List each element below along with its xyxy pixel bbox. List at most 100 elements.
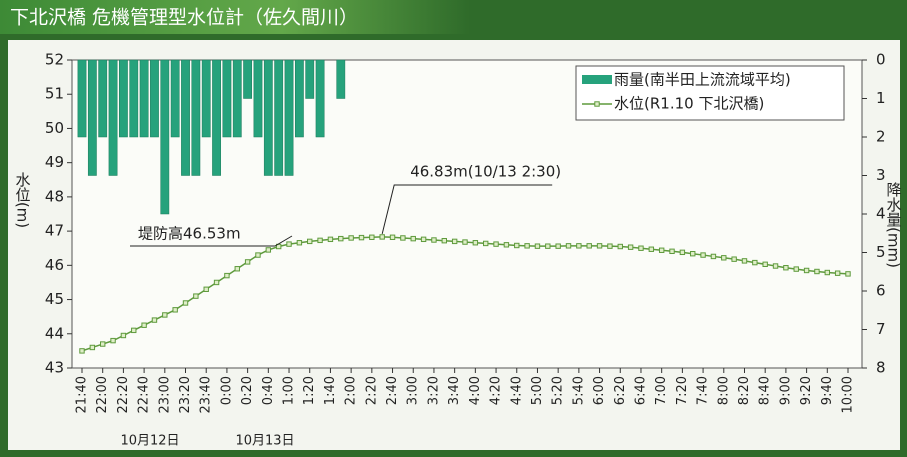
rain-bar bbox=[119, 59, 128, 138]
water-level-marker bbox=[172, 307, 178, 313]
rain-bar bbox=[315, 59, 325, 138]
annotation: 堤防高46.53m bbox=[138, 225, 241, 243]
x-tick-label: 1:40 bbox=[323, 376, 338, 405]
y2-tick-label: 4 bbox=[876, 205, 886, 223]
water-level-marker bbox=[348, 235, 354, 241]
water-level-marker bbox=[338, 235, 344, 242]
x-tick-label: 7:00 bbox=[654, 376, 669, 405]
water-level-marker bbox=[472, 240, 479, 246]
x-tick-label: 6:40 bbox=[633, 376, 648, 405]
water-level-marker bbox=[565, 243, 572, 249]
x-tick-label: 0:40 bbox=[261, 376, 276, 405]
y-tick-label: 44 bbox=[45, 324, 64, 342]
water-level-marker bbox=[369, 234, 375, 240]
x-tick-label: 5:40 bbox=[571, 376, 586, 405]
rain-bar bbox=[201, 59, 211, 138]
annotation-leader bbox=[130, 235, 293, 247]
date-label: 10月12日 bbox=[120, 434, 179, 449]
water-level-marker bbox=[638, 245, 644, 251]
water-level-marker bbox=[545, 243, 551, 249]
water-level-marker bbox=[845, 271, 851, 277]
x-tick-label: 8:00 bbox=[716, 376, 731, 405]
y-axis-label: 水位(m) bbox=[14, 172, 32, 228]
rain-bar bbox=[87, 59, 97, 176]
water-level-marker bbox=[721, 255, 727, 261]
rain-bar bbox=[305, 59, 315, 99]
x-tick-label: 5:00 bbox=[530, 376, 545, 405]
x-tick-label: 9:20 bbox=[799, 376, 814, 405]
water-level-marker bbox=[162, 312, 168, 318]
y-tick-label: 45 bbox=[45, 290, 64, 308]
water-level-marker bbox=[182, 300, 189, 306]
rain-bar bbox=[139, 59, 149, 138]
chart-title: 下北沢橋 危機管理型水位計（佐久間川） bbox=[10, 7, 358, 29]
water-level-marker bbox=[213, 279, 220, 286]
water-level-marker bbox=[648, 246, 655, 252]
water-level-marker bbox=[89, 344, 96, 351]
rain-bar bbox=[243, 59, 253, 99]
rain-bar bbox=[212, 59, 221, 176]
rain-bar bbox=[160, 59, 170, 215]
x-tick-label: 5:20 bbox=[551, 376, 566, 405]
annotation-leader bbox=[381, 184, 553, 235]
y2-tick-label: 0 bbox=[876, 51, 886, 69]
rain-bar bbox=[77, 59, 87, 138]
water-level-marker bbox=[596, 243, 603, 249]
rain-bar bbox=[150, 59, 159, 138]
water-level-marker bbox=[710, 253, 717, 260]
water-level-marker bbox=[244, 259, 251, 265]
x-tick-label: 2:00 bbox=[344, 376, 359, 405]
legend-swatch bbox=[582, 75, 612, 84]
x-tick-label: 8:20 bbox=[737, 376, 752, 405]
x-tick-label: 10:00 bbox=[841, 376, 856, 413]
x-tick-label: 23:40 bbox=[199, 376, 214, 413]
water-level-marker bbox=[141, 322, 147, 328]
water-level-marker bbox=[814, 268, 820, 275]
water-level-marker bbox=[690, 250, 696, 257]
x-tick-label: 21:40 bbox=[75, 376, 90, 413]
x-tick-label: 0:00 bbox=[219, 376, 234, 405]
water-level-marker bbox=[203, 286, 209, 292]
water-level-marker bbox=[100, 341, 106, 347]
water-level-marker bbox=[307, 238, 313, 245]
water-level-marker bbox=[524, 243, 530, 249]
x-tick-label: 0:20 bbox=[240, 376, 255, 405]
rain-bar bbox=[284, 59, 294, 176]
water-level-marker bbox=[451, 238, 458, 245]
y-tick-label: 47 bbox=[45, 222, 64, 240]
x-tick-label: 22:00 bbox=[95, 376, 110, 413]
water-level-marker bbox=[503, 242, 510, 248]
x-tick-label: 7:40 bbox=[696, 376, 711, 405]
y-tick-label: 51 bbox=[45, 85, 64, 103]
water-level-marker bbox=[296, 240, 303, 246]
water-level-marker bbox=[752, 259, 758, 266]
x-tick-label: 2:40 bbox=[385, 376, 400, 405]
title-bar bbox=[0, 0, 470, 34]
x-tick-label: 3:40 bbox=[447, 376, 462, 405]
water-level-marker bbox=[514, 242, 520, 249]
y2-axis-label: 降水量(mm) bbox=[885, 182, 903, 268]
water-level-marker bbox=[358, 234, 365, 241]
x-tick-label: 9:40 bbox=[820, 376, 835, 405]
water-level-marker bbox=[410, 235, 416, 242]
water-level-marker bbox=[586, 243, 592, 249]
water-level-marker bbox=[265, 247, 272, 253]
water-level-marker bbox=[120, 332, 127, 339]
x-tick-label: 6:20 bbox=[613, 376, 628, 405]
rain-bar bbox=[232, 59, 242, 138]
water-level-marker bbox=[617, 243, 623, 250]
date-label: 10月13日 bbox=[235, 434, 294, 449]
y2-tick-label: 8 bbox=[876, 359, 886, 377]
x-tick-label: 23:00 bbox=[157, 376, 172, 413]
water-level-marker bbox=[493, 241, 499, 247]
water-level-marker bbox=[783, 265, 789, 271]
x-tick-label: 4:20 bbox=[489, 376, 504, 405]
x-tick-label: 9:00 bbox=[778, 376, 793, 405]
water-level-marker bbox=[379, 234, 385, 240]
x-tick-label: 1:20 bbox=[302, 376, 317, 405]
y-tick-label: 48 bbox=[45, 187, 64, 205]
x-tick-label: 3:20 bbox=[426, 376, 441, 405]
y-tick-label: 49 bbox=[45, 153, 64, 171]
